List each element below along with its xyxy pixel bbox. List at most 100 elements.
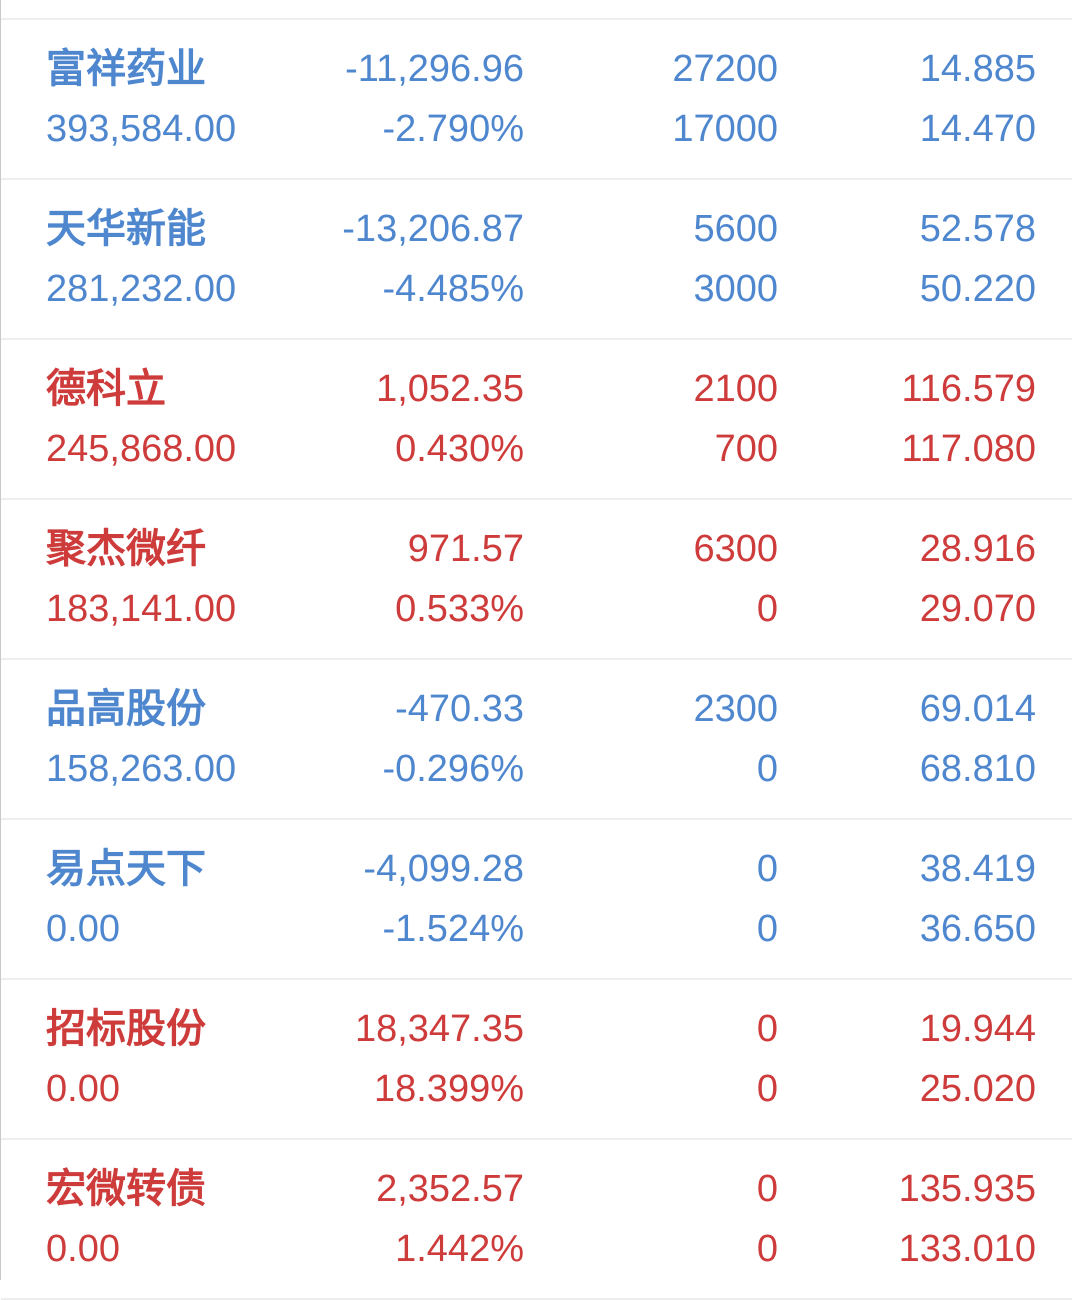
position-quantity: 0 [756, 1168, 778, 1210]
position-quantity: 0 [756, 848, 778, 890]
stock-name: 招标股份 [46, 1007, 206, 1051]
holding-row[interactable]: 宏微转债 0.00 2,352.57 1.442% 0 0 135.935 13… [1, 1140, 1072, 1300]
profit-percent: 0.533% [395, 588, 524, 630]
holding-row[interactable]: 招标股份 0.00 18,347.35 18.399% 0 0 19.944 2… [1, 980, 1072, 1140]
profit-cell: -11,296.96 -2.790% [291, 48, 524, 178]
current-price: 14.470 [919, 108, 1036, 150]
position-quantity: 2100 [693, 368, 778, 410]
position-quantity: 6300 [693, 528, 778, 570]
price-cell: 52.578 50.220 [778, 208, 1036, 338]
profit-amount: 971.57 [407, 528, 524, 570]
cost-price: 52.578 [919, 208, 1036, 250]
profit-cell: 2,352.57 1.442% [291, 1168, 524, 1298]
profit-percent: -4.485% [382, 268, 524, 310]
price-cell: 135.935 133.010 [778, 1168, 1036, 1298]
profit-percent: 18.399% [373, 1068, 524, 1110]
current-price: 36.650 [919, 908, 1036, 950]
position-quantity: 2300 [693, 688, 778, 730]
position-quantity: 27200 [672, 48, 778, 90]
profit-amount: -470.33 [395, 688, 524, 730]
market-value: 0.00 [46, 1228, 120, 1270]
current-price: 50.220 [919, 268, 1036, 310]
market-value: 183,141.00 [46, 588, 237, 630]
position-quantity: 0 [756, 1008, 778, 1050]
position-cell: 0 0 [524, 1168, 778, 1298]
profit-amount: -4,099.28 [363, 848, 524, 890]
profit-amount: -11,296.96 [345, 48, 524, 90]
stock-cell: 品高股份 158,263.00 [46, 688, 291, 818]
available-quantity: 0 [756, 908, 778, 950]
available-quantity: 0 [756, 1068, 778, 1110]
price-cell: 38.419 36.650 [778, 848, 1036, 978]
position-cell: 2300 0 [524, 688, 778, 818]
stock-cell: 宏微转债 0.00 [46, 1168, 291, 1298]
stock-name: 聚杰微纤 [46, 527, 206, 571]
position-cell: 27200 17000 [524, 48, 778, 178]
price-cell: 19.944 25.020 [778, 1008, 1036, 1138]
stock-cell: 易点天下 0.00 [46, 848, 291, 978]
available-quantity: 700 [714, 428, 778, 470]
position-cell: 5600 3000 [524, 208, 778, 338]
stock-cell: 聚杰微纤 183,141.00 [46, 528, 291, 658]
profit-amount: 18,347.35 [354, 1008, 524, 1050]
current-price: 133.010 [898, 1228, 1036, 1270]
stock-cell: 富祥药业 393,584.00 [46, 48, 291, 178]
holdings-list: 富祥药业 393,584.00 -11,296.96 -2.790% 27200… [1, 20, 1072, 1300]
cost-price: 38.419 [919, 848, 1036, 890]
stock-cell: 招标股份 0.00 [46, 1008, 291, 1138]
stock-name: 宏微转债 [46, 1167, 206, 1211]
cost-price: 19.944 [919, 1008, 1036, 1050]
stock-name: 品高股份 [46, 687, 206, 731]
profit-cell: 1,052.35 0.430% [291, 368, 524, 498]
price-cell: 28.916 29.070 [778, 528, 1036, 658]
cost-price: 14.885 [919, 48, 1036, 90]
market-value: 0.00 [46, 908, 120, 950]
stock-cell: 德科立 245,868.00 [46, 368, 291, 498]
holding-row[interactable]: 易点天下 0.00 -4,099.28 -1.524% 0 0 38.419 3… [1, 820, 1072, 980]
position-cell: 2100 700 [524, 368, 778, 498]
price-cell: 69.014 68.810 [778, 688, 1036, 818]
profit-percent: -0.296% [382, 748, 524, 790]
current-price: 25.020 [919, 1068, 1036, 1110]
holding-row[interactable]: 聚杰微纤 183,141.00 971.57 0.533% 6300 0 28.… [1, 500, 1072, 660]
position-cell: 0 0 [524, 848, 778, 978]
market-value: 393,584.00 [46, 108, 237, 150]
current-price: 117.080 [901, 428, 1036, 470]
current-price: 68.810 [919, 748, 1036, 790]
profit-amount: 1,052.35 [376, 368, 524, 410]
price-cell: 116.579 117.080 [778, 368, 1036, 498]
position-cell: 0 0 [524, 1008, 778, 1138]
stock-cell: 天华新能 281,232.00 [46, 208, 291, 338]
position-cell: 6300 0 [524, 528, 778, 658]
profit-percent: -1.524% [382, 908, 524, 950]
profit-cell: -4,099.28 -1.524% [291, 848, 524, 978]
stock-name: 天华新能 [46, 207, 206, 251]
profit-cell: -470.33 -0.296% [291, 688, 524, 818]
profit-cell: -13,206.87 -4.485% [291, 208, 524, 338]
stock-name: 易点天下 [46, 847, 206, 891]
available-quantity: 17000 [672, 108, 778, 150]
market-value: 281,232.00 [46, 268, 237, 310]
holding-row[interactable]: 富祥药业 393,584.00 -11,296.96 -2.790% 27200… [1, 20, 1072, 180]
cost-price: 28.916 [919, 528, 1036, 570]
profit-percent: 1.442% [395, 1228, 524, 1270]
available-quantity: 0 [756, 588, 778, 630]
current-price: 29.070 [919, 588, 1036, 630]
cost-price: 69.014 [919, 688, 1036, 730]
holding-row[interactable]: 天华新能 281,232.00 -13,206.87 -4.485% 5600 … [1, 180, 1072, 340]
cost-price: 116.579 [901, 368, 1036, 410]
holding-row[interactable]: 品高股份 158,263.00 -470.33 -0.296% 2300 0 6… [1, 660, 1072, 820]
price-cell: 14.885 14.470 [778, 48, 1036, 178]
profit-percent: -2.790% [382, 108, 524, 150]
profit-percent: 0.430% [395, 428, 524, 470]
profit-cell: 971.57 0.533% [291, 528, 524, 658]
stock-name: 德科立 [46, 367, 166, 411]
position-quantity: 5600 [693, 208, 778, 250]
previous-row-cutoff-strip [1, 0, 1072, 20]
cost-price: 135.935 [898, 1168, 1036, 1210]
market-value: 245,868.00 [46, 428, 237, 470]
profit-amount: 2,352.57 [376, 1168, 524, 1210]
holding-row[interactable]: 德科立 245,868.00 1,052.35 0.430% 2100 700 … [1, 340, 1072, 500]
available-quantity: 0 [756, 1228, 778, 1270]
